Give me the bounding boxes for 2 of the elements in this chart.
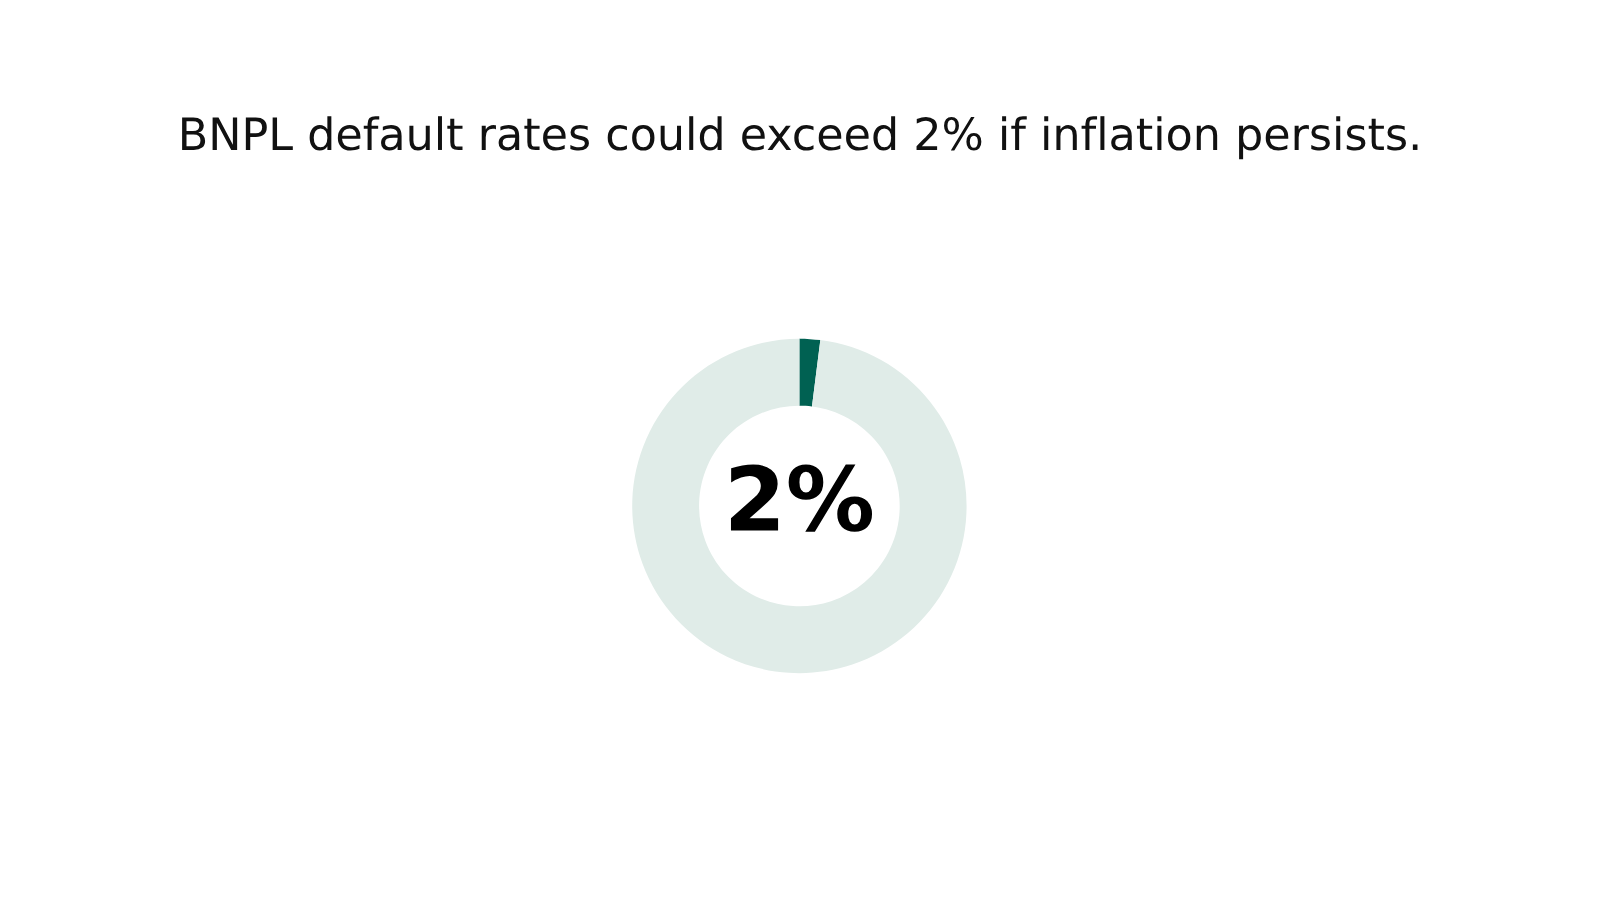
data-label: 2% <box>730 464 873 532</box>
chart-title: BNPL default rates could exceed 2% if inflation persists. <box>182 116 1418 160</box>
